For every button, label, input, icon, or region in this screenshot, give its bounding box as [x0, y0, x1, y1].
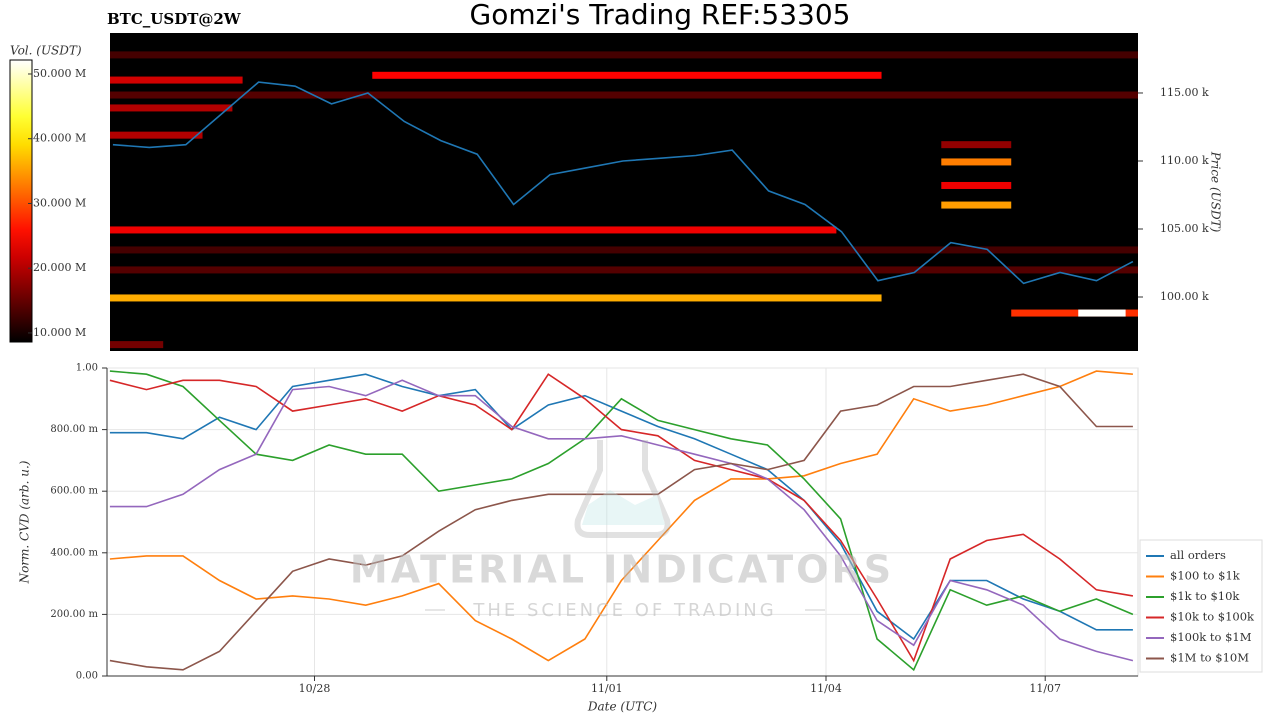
- x-axis-label: Date (UTC): [587, 700, 657, 714]
- legend-box: [1139, 539, 1263, 673]
- y2-tick-label: 105.00 k: [1160, 222, 1209, 235]
- legend-label: $1M to $10M: [1170, 651, 1249, 665]
- cvd-panel: 0.00 200.00 m 400.00 m 600.00 m 800.00 m 1.00…: [18, 363, 1263, 714]
- liquidity-band: [110, 341, 164, 349]
- liquidity-band: [110, 246, 1138, 254]
- liquidity-band: [110, 266, 1138, 274]
- series-line: [109, 373, 1133, 671]
- watermark-brand: MATERIAL INDICATORS: [350, 548, 894, 592]
- y2-tick-label: 115.00 k: [1160, 86, 1209, 99]
- symbol: BTC_USDT@2W: [107, 10, 242, 28]
- x-tick-label: 11/04: [810, 682, 842, 695]
- series-line: [109, 373, 1134, 663]
- series-line: [109, 373, 1133, 641]
- liquidity-band: [372, 71, 882, 79]
- watermark-tagline: THE SCIENCE OF TRADING: [472, 600, 776, 621]
- legend-label: $100 to $1k: [1170, 569, 1241, 583]
- legend-label: $100k to $1M: [1170, 630, 1252, 644]
- liquidity-band: [110, 51, 1138, 59]
- y-tick-label: 1.00: [76, 363, 98, 374]
- colorbar-tick-label: 20.000 M: [33, 261, 86, 274]
- liquidity-band: [110, 104, 233, 112]
- x-tick-label: 11/01: [591, 682, 623, 695]
- liquidity-band: [110, 91, 1138, 99]
- colorbar-tick-label: 10.000 M: [33, 326, 86, 339]
- liquidity-band: [110, 294, 882, 302]
- liquidity-band: [110, 226, 837, 234]
- heatmap-panel: 100.00 k 105.00 k 110.00 k 115.00 k Price (U…: [9, 33, 1223, 351]
- plot-frame: [106, 367, 1139, 677]
- colorbar-tick-label: 30.000 M: [33, 196, 86, 209]
- colorbar: [9, 59, 33, 343]
- series-line: [109, 379, 1134, 662]
- y-tick-label: 0.00: [76, 671, 98, 682]
- y-axis-label: Norm. CVD (arb. u.): [18, 460, 32, 584]
- series-line: [109, 370, 1134, 672]
- x-tick-label: 10/28: [299, 682, 331, 695]
- liquidity-band: [110, 131, 203, 139]
- page-title: Gomzi's Trading REF:53305: [470, 0, 851, 31]
- y-tick-label: 600.00 m: [50, 486, 98, 497]
- liquidity-band: [1078, 309, 1126, 317]
- legend-label: $1k to $10k: [1170, 589, 1240, 603]
- x-tick-label: 11/07: [1029, 682, 1061, 695]
- y-tick-label: 800.00 m: [50, 424, 98, 435]
- series-line: [109, 370, 1133, 662]
- price-line: [112, 81, 1134, 285]
- liquidity-band: [941, 141, 1012, 149]
- legend-label: all orders: [1170, 548, 1226, 562]
- y2-tick-label: 100.00 k: [1160, 290, 1209, 303]
- liquidity-band: [941, 181, 1012, 189]
- y-tick-label: 400.00 m: [50, 547, 98, 558]
- liquidity-band: [110, 76, 243, 84]
- y2-axis-label: Price (USDT): [1209, 151, 1223, 233]
- watermark: [574, 440, 671, 538]
- colorbar-label: Vol. (USDT): [10, 44, 82, 58]
- y2-tick-label: 110.00 k: [1160, 154, 1209, 167]
- liquidity-band: [941, 201, 1012, 209]
- colorbar-tick-label: 40.000 M: [33, 132, 86, 145]
- liquidity-band: [941, 158, 1012, 166]
- colorbar-tick-label: 50.000 M: [33, 67, 86, 80]
- plot-background: [110, 33, 1138, 351]
- legend-label: $10k to $100k: [1170, 610, 1255, 624]
- liquidity-band: [1011, 309, 1138, 317]
- y-tick-label: 200.00 m: [50, 609, 98, 620]
